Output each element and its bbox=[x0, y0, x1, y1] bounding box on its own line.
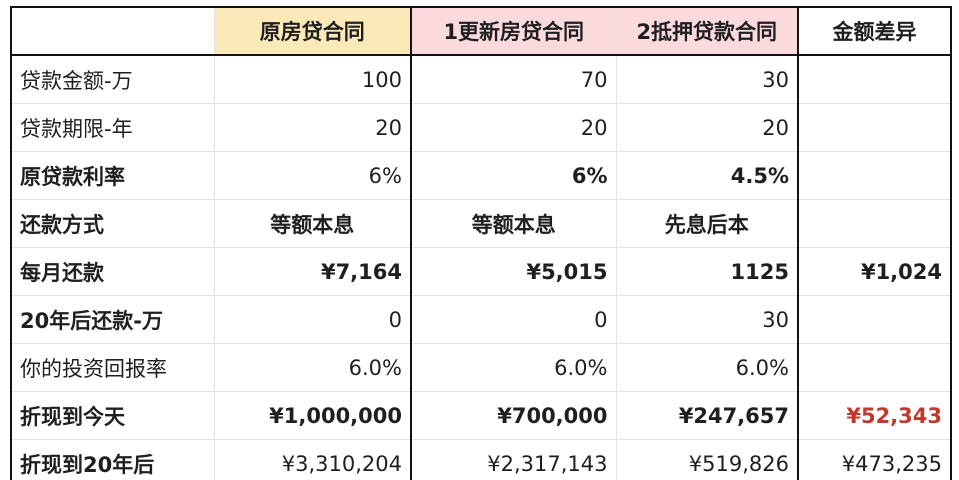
table-cell[interactable]: 20 bbox=[213, 103, 412, 152]
table-cell-highlight[interactable]: ¥52,343 bbox=[797, 391, 952, 440]
table-cell[interactable]: ¥7,164 bbox=[213, 247, 412, 296]
table-cell[interactable] bbox=[797, 151, 952, 200]
header-cell-collateral-loan[interactable]: 2抵押贷款合同 bbox=[615, 6, 799, 56]
table-cell[interactable]: 6.0% bbox=[410, 343, 617, 392]
table-row: 折现到20年后 ¥3,310,204 ¥2,317,143 ¥519,826 ¥… bbox=[10, 439, 952, 480]
loan-comparison-table: 原房贷合同 1更新房贷合同 2抵押贷款合同 金额差异 贷款金额-万 100 70… bbox=[10, 6, 952, 480]
table-cell[interactable]: 30 bbox=[615, 55, 799, 104]
header-cell-amount-difference[interactable]: 金额差异 bbox=[797, 6, 952, 56]
table-row: 原贷款利率 6% 6% 4.5% bbox=[10, 151, 952, 200]
header-cell-new-mortgage[interactable]: 1更新房贷合同 bbox=[410, 6, 617, 56]
row-label-balloon-payment[interactable]: 20年后还款-万 bbox=[10, 295, 215, 344]
table-cell[interactable] bbox=[797, 55, 952, 104]
table-cell[interactable]: 70 bbox=[410, 55, 617, 104]
table-cell[interactable]: 4.5% bbox=[615, 151, 799, 200]
table-cell[interactable]: 100 bbox=[213, 55, 412, 104]
table-row: 你的投资回报率 6.0% 6.0% 6.0% bbox=[10, 343, 952, 392]
table-cell[interactable]: 6% bbox=[410, 151, 617, 200]
table-cell[interactable]: 6.0% bbox=[213, 343, 412, 392]
table-cell[interactable]: 等额本息 bbox=[213, 199, 412, 248]
table-cell[interactable]: 20 bbox=[615, 103, 799, 152]
table-cell[interactable]: 6.0% bbox=[615, 343, 799, 392]
table-cell[interactable] bbox=[797, 295, 952, 344]
table-cell[interactable]: ¥1,000,000 bbox=[213, 391, 412, 440]
row-label-investment-return[interactable]: 你的投资回报率 bbox=[10, 343, 215, 392]
row-label-repayment-method[interactable]: 还款方式 bbox=[10, 199, 215, 248]
row-label-monthly-payment[interactable]: 每月还款 bbox=[10, 247, 215, 296]
row-label-loan-amount[interactable]: 贷款金额-万 bbox=[10, 55, 215, 104]
table-cell[interactable]: 6% bbox=[213, 151, 412, 200]
table-cell[interactable]: 0 bbox=[410, 295, 617, 344]
table-cell[interactable]: 20 bbox=[410, 103, 617, 152]
header-row: 原房贷合同 1更新房贷合同 2抵押贷款合同 金额差异 bbox=[10, 6, 952, 56]
table-row: 贷款金额-万 100 70 30 bbox=[10, 55, 952, 104]
table-cell[interactable]: ¥5,015 bbox=[410, 247, 617, 296]
table-row: 贷款期限-年 20 20 20 bbox=[10, 103, 952, 152]
table-cell[interactable]: 1125 bbox=[615, 247, 799, 296]
table-cell[interactable]: 先息后本 bbox=[615, 199, 799, 248]
table-cell[interactable]: ¥519,826 bbox=[615, 439, 799, 480]
table-cell[interactable]: 等额本息 bbox=[410, 199, 617, 248]
table-cell[interactable]: 0 bbox=[213, 295, 412, 344]
table-cell[interactable] bbox=[797, 199, 952, 248]
table-cell[interactable]: ¥2,317,143 bbox=[410, 439, 617, 480]
table-row: 还款方式 等额本息 等额本息 先息后本 bbox=[10, 199, 952, 248]
row-label-present-value[interactable]: 折现到今天 bbox=[10, 391, 215, 440]
table-cell[interactable]: ¥473,235 bbox=[797, 439, 952, 480]
table-cell[interactable]: ¥3,310,204 bbox=[213, 439, 412, 480]
header-cell-corner[interactable] bbox=[10, 6, 215, 56]
table-cell[interactable]: 30 bbox=[615, 295, 799, 344]
table-cell[interactable]: ¥247,657 bbox=[615, 391, 799, 440]
table-cell[interactable] bbox=[797, 103, 952, 152]
header-cell-original-contract[interactable]: 原房贷合同 bbox=[213, 6, 412, 56]
table-cell[interactable] bbox=[797, 343, 952, 392]
row-label-loan-term[interactable]: 贷款期限-年 bbox=[10, 103, 215, 152]
table-row: 每月还款 ¥7,164 ¥5,015 1125 ¥1,024 bbox=[10, 247, 952, 296]
row-label-interest-rate[interactable]: 原贷款利率 bbox=[10, 151, 215, 200]
table-row: 折现到今天 ¥1,000,000 ¥700,000 ¥247,657 ¥52,3… bbox=[10, 391, 952, 440]
table-cell[interactable]: ¥1,024 bbox=[797, 247, 952, 296]
table-cell[interactable]: ¥700,000 bbox=[410, 391, 617, 440]
table-row: 20年后还款-万 0 0 30 bbox=[10, 295, 952, 344]
row-label-future-value[interactable]: 折现到20年后 bbox=[10, 439, 215, 480]
